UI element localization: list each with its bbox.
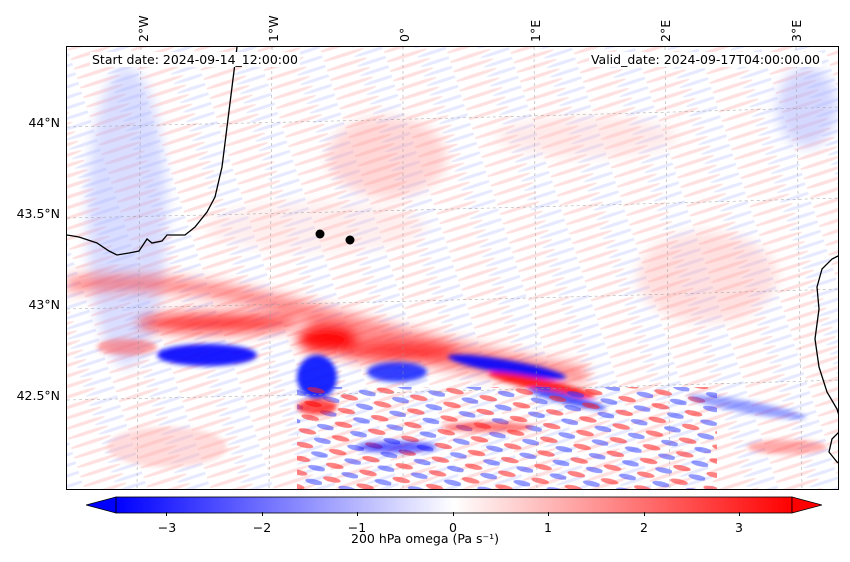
cb-tick-label: 0 bbox=[449, 520, 457, 535]
cb-tickmark bbox=[262, 512, 263, 516]
cb-tickmark bbox=[739, 512, 740, 516]
colorbar bbox=[86, 496, 822, 514]
cb-tick-label: 3 bbox=[735, 520, 743, 535]
lat-label-42-5n: 42.5°N bbox=[16, 388, 60, 403]
lon-label-3e: 3°E bbox=[789, 19, 804, 42]
lat-label-44n: 44°N bbox=[28, 115, 60, 130]
lon-label-2e: 2°E bbox=[658, 19, 673, 42]
colorbar-extend-high bbox=[791, 496, 822, 514]
colorbar-label: 200 hPa omega (Pa s⁻¹) bbox=[351, 531, 499, 546]
cb-tick-label: −2 bbox=[252, 520, 272, 535]
omega-field-map bbox=[67, 47, 838, 489]
lat-label-43n: 43°N bbox=[28, 297, 60, 312]
coastline bbox=[67, 47, 838, 464]
cb-tick-label: −1 bbox=[347, 520, 367, 535]
cb-tickmark bbox=[357, 512, 358, 516]
valid-date-label: Valid_date: 2024-09-17T04:00:00.00 bbox=[588, 52, 822, 67]
cb-tickmark bbox=[166, 512, 167, 516]
marker-point-2[interactable] bbox=[345, 235, 355, 245]
colorbar-gradient bbox=[115, 496, 793, 514]
lon-label-0: 0° bbox=[397, 27, 412, 42]
lat-label-43-5n: 43.5°N bbox=[16, 206, 60, 221]
lon-label-1w: 1°W bbox=[266, 15, 281, 42]
marker-point-1[interactable] bbox=[315, 229, 325, 239]
cb-tickmark bbox=[644, 512, 645, 516]
map-panel[interactable] bbox=[66, 46, 839, 490]
start-date-label: Start date: 2024-09-14_12:00:00 bbox=[90, 52, 300, 67]
lon-label-2w: 2°W bbox=[136, 15, 151, 42]
cb-tick-label: 1 bbox=[544, 520, 552, 535]
cb-tickmark bbox=[453, 512, 454, 516]
colorbar-extend-low bbox=[86, 496, 117, 514]
lon-label-1e: 1°E bbox=[528, 19, 543, 42]
cb-tick-label: 2 bbox=[640, 520, 648, 535]
cb-tick-label: −3 bbox=[157, 520, 177, 535]
cb-tickmark bbox=[548, 512, 549, 516]
